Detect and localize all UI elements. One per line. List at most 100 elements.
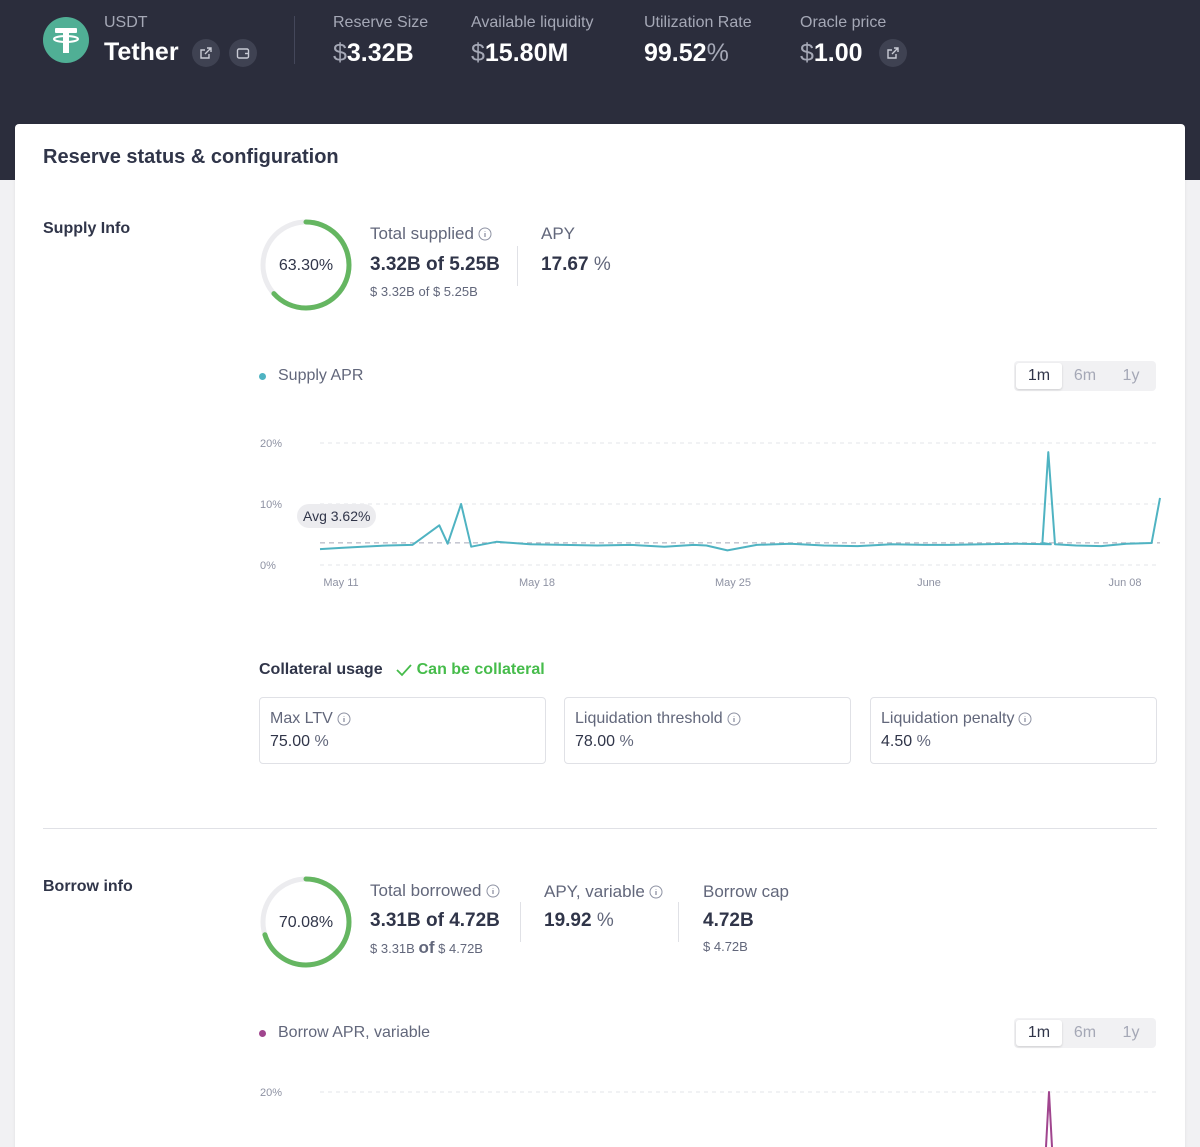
- utilization-rate-stat: Utilization Rate 99.52%: [644, 14, 752, 68]
- external-link-icon: [887, 47, 899, 59]
- x-tick-label: May 11: [323, 577, 358, 589]
- y-tick-label: 10%: [260, 499, 282, 511]
- legend-dot-icon: [259, 372, 266, 380]
- range-1m-button[interactable]: 1m: [1016, 1020, 1062, 1046]
- of-text: of: [418, 938, 435, 957]
- currency-symbol: $: [703, 939, 711, 954]
- percent-sign: %: [706, 39, 729, 67]
- borrowed-usd-amount: 3.31B: [380, 941, 415, 956]
- asset-symbol: USDT: [104, 14, 148, 31]
- liquidation-threshold-number: 78.00: [575, 733, 616, 750]
- percent-sign: %: [619, 733, 634, 750]
- borrow-cap-label: Borrow cap: [703, 882, 789, 901]
- range-1m-button[interactable]: 1m: [1016, 363, 1062, 389]
- section-divider: [43, 828, 1157, 829]
- borrow-apy-number: 19.92: [544, 910, 592, 931]
- supply-ring-progress: [260, 219, 352, 311]
- add-to-wallet-button[interactable]: [229, 39, 257, 67]
- series-line: [1044, 1091, 1054, 1147]
- supply-range-selector[interactable]: 1m 6m 1y: [1014, 361, 1156, 391]
- oracle-price-label: Oracle price: [800, 14, 887, 31]
- reserve-size-value: $3.32B: [333, 39, 428, 68]
- collateral-usage-title: Collateral usage: [259, 661, 383, 678]
- currency-symbol: $: [800, 39, 814, 67]
- card-title: Reserve status & configuration: [43, 146, 339, 168]
- liquidation-penalty-label: Liquidation penalty: [881, 710, 1032, 728]
- borrow-apy-value: 19.92 %: [544, 910, 614, 932]
- info-icon[interactable]: [486, 884, 500, 898]
- reserve-status-card: Reserve status & configuration Supply In…: [15, 124, 1185, 1147]
- external-link-icon: [200, 47, 212, 59]
- total-borrowed-label: Total borrowed: [370, 881, 500, 901]
- check-icon: [395, 664, 412, 677]
- percent-sign: %: [596, 910, 614, 931]
- available-liquidity-label: Available liquidity: [471, 14, 594, 31]
- liquidation-penalty-number: 4.50: [881, 733, 913, 750]
- reserve-header: USDT Tether Reserve Size $3.32B Availabl…: [0, 0, 1200, 110]
- supply-apr-legend-label: Supply APR: [278, 367, 364, 384]
- info-icon[interactable]: [337, 712, 351, 726]
- stat-divider: [520, 902, 521, 942]
- max-ltv-box: Max LTV 75.00 %: [259, 697, 546, 764]
- supply-cap-usd-amount: 5.25B: [443, 284, 478, 299]
- liquidation-penalty-box: Liquidation penalty 4.50 %: [870, 697, 1157, 764]
- range-1y-button[interactable]: 1y: [1122, 367, 1140, 384]
- supply-apr-legend: Supply APR: [259, 367, 363, 385]
- x-tick-label: June: [917, 577, 941, 589]
- range-6m-button[interactable]: 6m: [1073, 1024, 1097, 1041]
- max-ltv-number: 75.00: [270, 733, 311, 750]
- x-tick-label: May 25: [715, 577, 751, 589]
- info-icon[interactable]: [727, 712, 741, 726]
- liquidation-penalty-label-text: Liquidation penalty: [881, 710, 1015, 727]
- max-ltv-label-text: Max LTV: [270, 710, 333, 727]
- supply-apy-number: 17.67: [541, 254, 589, 275]
- borrow-apr-legend: Borrow APR, variable: [259, 1024, 430, 1042]
- reserve-size-number: 3.32B: [346, 39, 414, 67]
- percent-sign: %: [916, 733, 931, 750]
- total-borrowed-label-text: Total borrowed: [370, 881, 482, 900]
- percent-sign: %: [593, 254, 611, 275]
- total-supplied-label: Total supplied: [370, 224, 492, 244]
- total-supplied-usd: $ 3.32B of $ 5.25B: [370, 284, 478, 299]
- oracle-link-button[interactable]: [879, 39, 907, 67]
- supply-info-label: Supply Info: [43, 220, 131, 237]
- stat-divider: [678, 902, 679, 942]
- supplied-usd-amount: 3.32B: [380, 284, 415, 299]
- reserve-size-label: Reserve Size: [333, 14, 429, 31]
- info-icon[interactable]: [478, 227, 492, 241]
- borrow-cap-value: 4.72B: [703, 910, 754, 931]
- oracle-price-stat: Oracle price $1.00: [800, 14, 886, 68]
- borrow-info-label: Borrow info: [43, 878, 133, 895]
- total-borrowed-usd: $ 3.31B of $ 4.72B: [370, 938, 483, 958]
- total-supplied-label-text: Total supplied: [370, 224, 474, 243]
- info-icon[interactable]: [649, 885, 663, 899]
- total-borrowed-value: 3.31B of 4.72B: [370, 910, 500, 931]
- y-tick-label: 0%: [260, 560, 276, 572]
- external-link-button[interactable]: [192, 39, 220, 67]
- range-1y-button[interactable]: 1y: [1122, 1024, 1140, 1041]
- currency-symbol: $: [370, 941, 378, 956]
- range-6m-button[interactable]: 6m: [1073, 367, 1097, 384]
- y-tick-label: 20%: [260, 438, 282, 450]
- tether-logo-icon: [43, 17, 89, 63]
- x-tick-label: Jun 08: [1108, 577, 1141, 589]
- supply-ring-percent: 63.30%: [278, 257, 334, 274]
- supply-ring: [260, 219, 352, 311]
- borrow-apr-legend-label: Borrow APR, variable: [278, 1024, 431, 1041]
- asset-name: Tether: [104, 38, 179, 66]
- borrow-total-usd-amount: 4.72B: [449, 941, 483, 956]
- liquidation-threshold-value: 78.00 %: [575, 733, 634, 751]
- currency-symbol: $: [333, 39, 347, 67]
- utilization-rate-value: 99.52%: [644, 39, 752, 68]
- borrow-range-selector[interactable]: 1m 6m 1y: [1014, 1018, 1156, 1048]
- liquidation-threshold-label-text: Liquidation threshold: [575, 710, 723, 727]
- total-supplied-value: 3.32B of 5.25B: [370, 254, 500, 275]
- currency-symbol: $: [370, 284, 378, 299]
- oracle-price-value: $1.00: [800, 39, 886, 68]
- collateral-status-text: Can be collateral: [416, 661, 545, 678]
- supply-apy-label: APY: [541, 224, 576, 243]
- info-icon[interactable]: [1018, 712, 1032, 726]
- y-tick-label: 20%: [260, 1087, 282, 1099]
- legend-dot-icon: [259, 1029, 266, 1037]
- oracle-price-number: 1.00: [813, 39, 863, 67]
